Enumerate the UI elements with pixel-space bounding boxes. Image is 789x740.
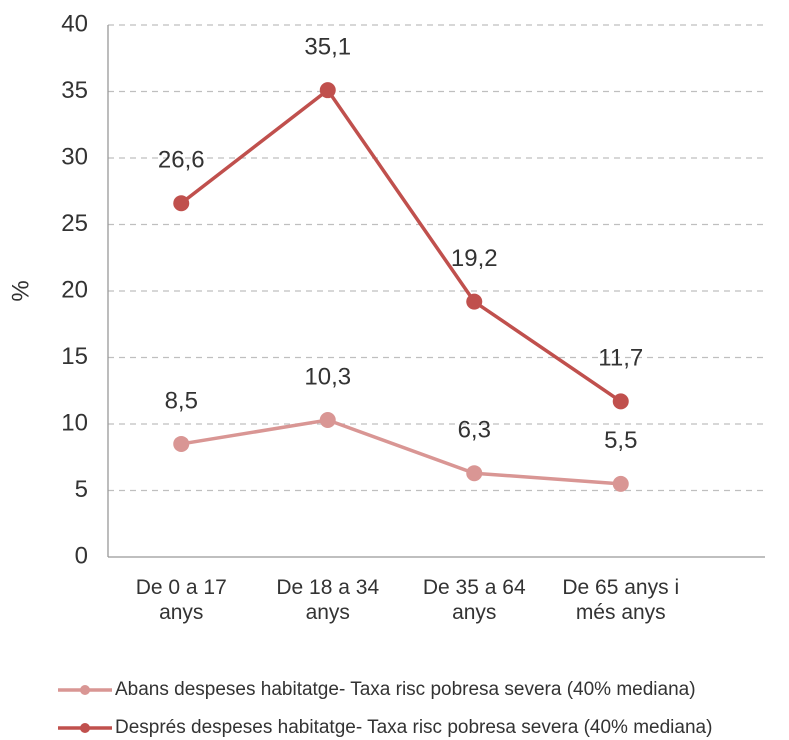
point (466, 465, 483, 482)
x-tick-label: De 18 a 34 anys (276, 576, 380, 624)
data-label: 8,5 (165, 387, 198, 414)
x-tick-label: De 65 anys i més anys (562, 576, 680, 624)
x-tick-label: De 35 a 64 anys (422, 576, 526, 624)
series-line (180, 87, 622, 403)
point (319, 412, 336, 429)
y-tick-label: 30 (61, 143, 88, 170)
y-tick-label: 5 (75, 476, 88, 503)
y-tick-label: 15 (61, 343, 88, 370)
data-label: 35,1 (304, 34, 351, 61)
point (466, 293, 483, 310)
legend-label: Abans despeses habitatge- Taxa risc pobr… (115, 679, 696, 700)
point (173, 435, 190, 452)
series-line (180, 418, 621, 486)
data-label: 11,7 (598, 345, 643, 372)
y-tick-label: 40 (61, 10, 88, 37)
data-label: 5,5 (604, 427, 637, 454)
data-label: 10,3 (304, 363, 351, 390)
y-tick-label: 20 (61, 276, 88, 303)
point (173, 195, 190, 212)
point (319, 82, 336, 99)
y-tick-label: 25 (61, 210, 88, 237)
point (612, 475, 629, 492)
y-tick-label: 35 (61, 77, 88, 104)
legend-marker (80, 723, 90, 733)
y-axis-label: % (7, 280, 34, 301)
legend-marker (80, 685, 90, 695)
data-label: 26,6 (158, 147, 205, 174)
point (612, 393, 629, 410)
y-tick-label: 10 (61, 409, 88, 436)
legend-label: Després despeses habitatge- Taxa risc po… (115, 717, 712, 738)
y-tick-label: 0 (75, 542, 88, 569)
data-label: 19,2 (451, 245, 498, 272)
data-label: 6,3 (458, 417, 491, 444)
x-tick-label: De 0 a 17 anys (135, 576, 227, 624)
